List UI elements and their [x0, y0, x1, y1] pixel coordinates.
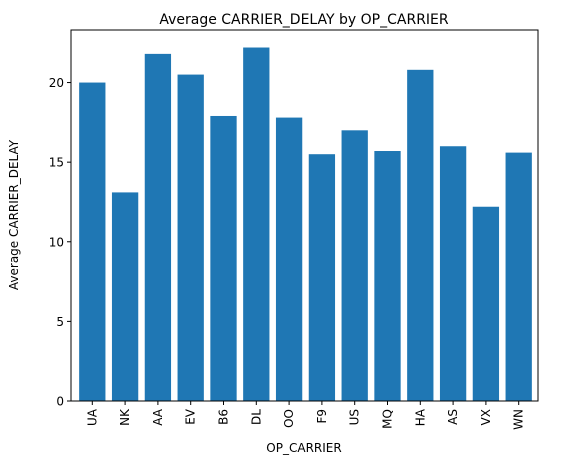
y-axis-ticks: 0 5 10 15 20 [49, 76, 71, 409]
chart-title: Average CARRIER_DELAY by OP_CARRIER [159, 12, 449, 28]
bar-aa [144, 53, 172, 401]
y-tick-label: 10 [49, 235, 64, 249]
y-axis-label: Average CARRIER_DELAY [7, 139, 21, 290]
bar-ua [79, 82, 106, 402]
plot-frame [70, 29, 539, 402]
bar-nk [111, 192, 139, 401]
x-tick-label: VX [479, 409, 493, 425]
x-tick-label: MQ [381, 409, 395, 429]
bar-f9 [308, 154, 336, 401]
bar-ha [407, 69, 434, 401]
y-tick-label: 5 [56, 315, 64, 329]
x-tick-label: B6 [217, 409, 231, 425]
bar-dl [243, 47, 270, 402]
x-tick-label: AA [151, 408, 165, 426]
bar-vx [472, 206, 500, 401]
x-axis-ticks: UA NK AA EV B6 DL OO F9 US MQ HA AS VX WN [85, 401, 526, 430]
bar-as [439, 146, 467, 401]
bars-group [79, 47, 532, 402]
x-tick-label: DL [249, 409, 263, 425]
x-tick-label: F9 [315, 409, 329, 424]
bar-b6 [210, 115, 237, 401]
bar-oo [275, 117, 303, 401]
x-tick-label: AS [446, 409, 460, 425]
x-tick-label: OO [282, 409, 296, 428]
y-tick-label: 15 [49, 156, 64, 170]
x-tick-label: WN [512, 409, 526, 430]
x-tick-label: US [348, 409, 362, 425]
x-tick-label: EV [184, 408, 198, 425]
y-tick-label: 20 [49, 76, 64, 90]
x-tick-label: UA [85, 408, 99, 426]
bar-wn [505, 152, 532, 401]
x-tick-label: HA [413, 408, 427, 426]
y-tick-label: 0 [56, 395, 64, 409]
bar-ev [177, 74, 204, 401]
bar-mq [374, 151, 401, 401]
bar-us [341, 130, 368, 401]
x-tick-label: NK [118, 408, 132, 426]
x-axis-label: OP_CARRIER [266, 441, 341, 455]
